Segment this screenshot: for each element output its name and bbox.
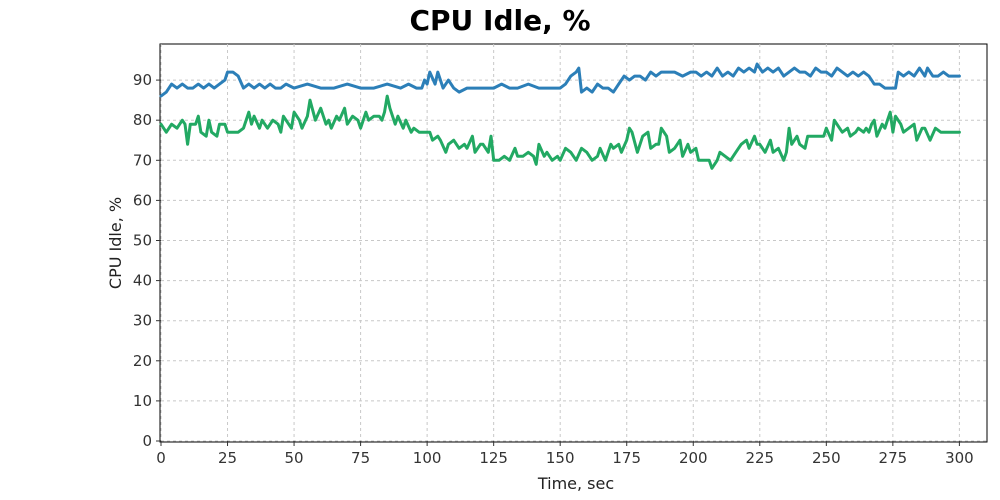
x-tick-label: 125 — [479, 449, 508, 467]
x-tick-label: 250 — [812, 449, 841, 467]
chart-title: CPU Idle, % — [409, 4, 590, 37]
x-tick-label: 100 — [413, 449, 442, 467]
x-tick-label: 50 — [285, 449, 304, 467]
x-axis: 0 25 50 75 100 125 150 175 200 225 250 275 300 — [156, 441, 974, 467]
y-tick-label: 80 — [133, 111, 152, 129]
grid-lines — [160, 44, 986, 442]
x-tick-label: 150 — [546, 449, 575, 467]
y-tick-label: 40 — [133, 272, 152, 290]
plot-area — [159, 43, 988, 443]
x-tick-label: 175 — [612, 449, 641, 467]
y-tick-label: 20 — [133, 352, 152, 370]
x-tick-label: 225 — [745, 449, 774, 467]
x-axis-label: Time, sec — [537, 474, 614, 493]
y-tick-label: 90 — [133, 71, 152, 89]
x-tick-label: 25 — [218, 449, 237, 467]
y-tick-label: 30 — [133, 312, 152, 330]
y-tick-label: 70 — [133, 151, 152, 169]
x-tick-label: 0 — [156, 449, 166, 467]
y-tick-label: 0 — [142, 432, 152, 450]
series-line-2 — [159, 94, 961, 170]
y-tick-label: 60 — [133, 191, 152, 209]
series-line-1 — [159, 62, 961, 98]
x-tick-label: 75 — [351, 449, 370, 467]
x-tick-label: 275 — [879, 449, 908, 467]
y-axis-label: CPU Idle, % — [106, 197, 125, 289]
y-tick-label: 10 — [133, 392, 152, 410]
y-axis: 0 10 20 30 40 50 60 70 80 90 — [133, 71, 161, 450]
y-tick-label: 50 — [133, 231, 152, 249]
x-tick-label: 200 — [679, 449, 708, 467]
series-lines — [159, 62, 961, 170]
x-tick-label: 300 — [945, 449, 974, 467]
